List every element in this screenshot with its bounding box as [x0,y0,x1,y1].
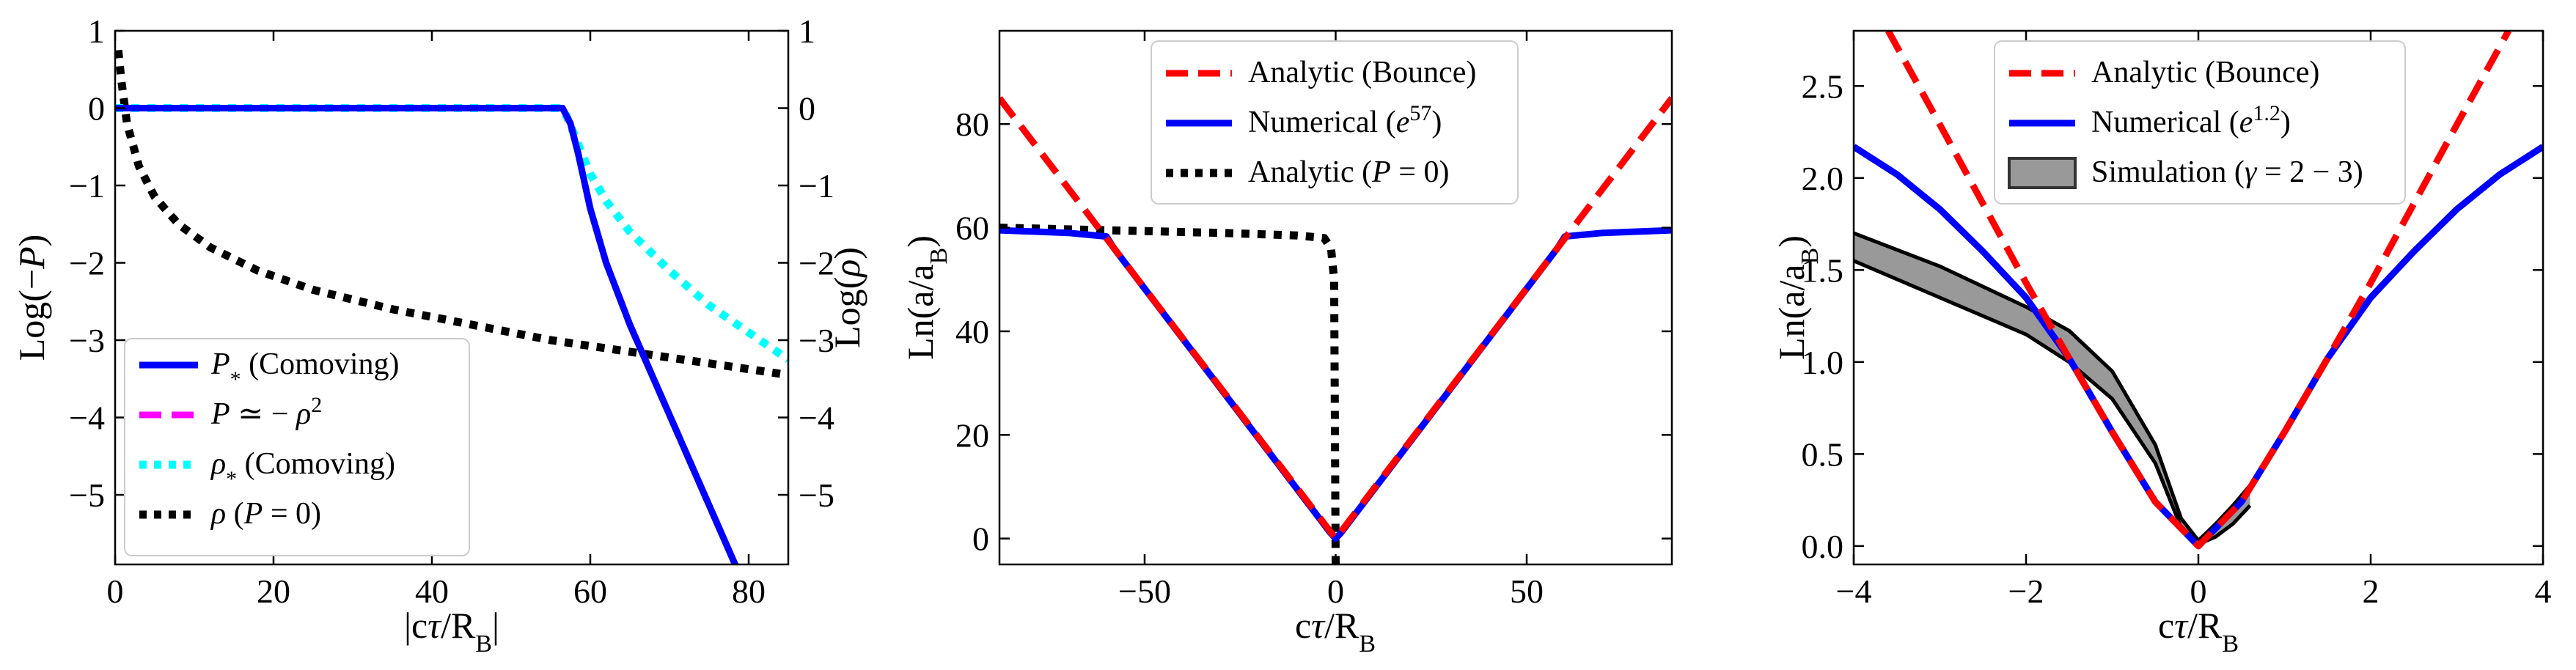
panel-1-right-y-tick-label: −5 [799,476,834,514]
panel-1-right-y-tick-label: −3 [799,322,834,359]
panel-1-right-y-tick-label: −2 [799,245,834,282]
panel-2-series-analytic-p-0 [999,224,1340,564]
svg-text:ρ (P = 0): ρ (P = 0) [210,497,321,531]
panel-1-x-tick-label: 60 [573,573,607,610]
panel-2-legend: Analytic (Bounce) Numerical (e57) Analyt… [1151,40,1519,205]
svg-text:Numerical (e57): Numerical (e57) [1248,101,1442,140]
panel-3-axes: −4 −2 0 2 4 0.0 0.5 1.0 1.5 2.0 2.5 [1802,31,2552,610]
panel-2-y-tick-label: 20 [955,416,989,454]
panel-2-x-tick-label: 0 [1327,573,1344,610]
panel-3-x-tick-label: −4 [1836,573,1872,610]
legend-entry-numerical: Numerical (e1.2) [2009,101,2291,140]
panel-1-x-tick-label: 80 [732,573,766,610]
panel-1-x-tick-label: 20 [257,573,290,610]
panel-2-x-tick-label: −50 [1118,573,1171,610]
panel-2-y-axis-label: Ln(a/aB) [900,235,953,360]
panel-1-frame [114,29,790,566]
panel-3-series [1854,31,2543,550]
panel-3-y-tick-label: 0.0 [1802,528,1844,565]
panel-3-x-axis-label: cτ/RB [2158,605,2239,658]
panel-1-axes: 0 20 40 60 80 1 1 0 0 −1 −1 −2 −2 −3 −3 −4 −4 −5 −5 [69,12,834,610]
panel-3-series-analytic-bounce [1885,31,2511,550]
panel-2-y-tick-label: 40 [955,313,989,350]
panel-3-y-tick-label: 2.5 [1802,67,1844,105]
panel-1-y-tick-label: 0 [88,90,105,128]
legend-entry-analytic-bounce: Analytic (Bounce) [2009,56,2319,89]
panel-1-series-comoving [115,104,788,363]
svg-text:Numerical (e1.2): Numerical (e1.2) [2091,101,2291,140]
panel-3-y-tick-label: 0.5 [1802,435,1844,473]
panel-2-y-tick-label: 0 [972,520,989,558]
panel-3-x-tick-label: 2 [2363,573,2379,610]
panel-3-x-tick-label: 4 [2535,573,2552,610]
panel-scale-factor-zoom: −4 −2 0 2 4 0.0 0.5 1.0 1.5 2.0 2.5 cτ/RB Ln(a/aB)… [1771,29,2552,658]
panel-1-series-p-0 [115,49,788,379]
legend-entry-p-rho-squared: P ≃ − ρ2 [139,393,322,432]
panel-3-series-simulation-2-3-lower-edge [1854,259,2252,547]
panel-1-series-p-comoving [115,105,739,564]
panel-3-series-simulation-2-3 [1854,233,2250,545]
panel-2-series-numerical-e-57 [999,227,1672,542]
panel-2-axes: −50 0 50 0 20 40 60 80 [955,31,1672,610]
panel-1-x-tick-label: 40 [415,573,449,610]
panel-3-y-tick-label: 1.5 [1802,251,1844,289]
svg-text:P ≃ − ρ2: P ≃ − ρ2 [210,393,322,432]
panel-1-y-tick-label: 1 [88,12,105,50]
legend-entry-numerical: Numerical (e57) [1166,101,1442,140]
legend-entry-analytic-p0: Analytic (P = 0) [1166,155,1449,189]
panel-2-x-axis-label: cτ/RB [1295,605,1376,658]
panel-2-x-tick-label: 50 [1510,573,1544,610]
panel-1-right-y-tick-label: 0 [799,90,815,128]
panel-1-y-tick-label: −5 [69,476,105,514]
panel-1-right-y-axis-label: Log(ρ) [826,247,867,348]
panel-1-right-y-tick-label: 1 [799,12,815,50]
svg-text:Analytic (P = 0): Analytic (P = 0) [1248,155,1449,189]
panel-2-y-tick-label: 60 [955,210,989,247]
panel-2-series [999,96,1672,564]
panel-1-y-tick-label: −2 [69,245,105,282]
panel-1-x-tick-label: 0 [107,573,124,610]
panel-3-y-axis-label: Ln(a/aB) [1771,235,1824,360]
panel-1-right-y-tick-label: −4 [799,400,834,437]
legend-entry-rho-p0: ρ (P = 0) [139,497,321,531]
panel-1-y-tick-label: −1 [69,167,105,205]
panel-pressure-density: 0 20 40 60 80 1 1 0 0 −1 −1 −2 −2 −3 −3 −4 −4 −5 −5 |cτ/RB… [11,12,867,658]
panel-3-y-tick-label: 1.0 [1802,344,1844,381]
panel-1-series [115,49,788,564]
panel-1-legend: P* (Comoving) P ≃ − ρ2 ρ* (Comoving) ρ (… [124,338,470,556]
panel-3-series-numerical-e-1-2 [1854,144,2543,550]
panel-3-x-tick-label: 0 [2190,573,2207,610]
panel-1-y-tick-label: −3 [69,322,105,359]
panel-3-y-tick-label: 2.0 [1802,160,1844,197]
panel-3-x-tick-label: −2 [2008,573,2044,610]
panel-2-y-tick-label: 80 [955,106,989,143]
panel-1-y-tick-label: −4 [69,400,105,437]
svg-text:Analytic (Bounce): Analytic (Bounce) [2091,56,2319,89]
panel-3-legend: Analytic (Bounce) Numerical (e1.2) Simul… [1994,40,2406,205]
panel-scale-factor-wide: −50 0 50 0 20 40 60 80 cτ/RB Ln(a/aB) Analytic … [900,29,1673,658]
panel-1-y-axis-label: Log(−P) [11,235,52,361]
svg-text:Analytic (Bounce): Analytic (Bounce) [1248,56,1476,89]
legend-entry-analytic-bounce: Analytic (Bounce) [1166,56,1476,89]
panel-1-right-y-tick-label: −1 [799,167,834,205]
legend-entry-simulation: Simulation (γ = 2 − 3) [2008,155,2363,189]
svg-text:Simulation (γ = 2 − 3): Simulation (γ = 2 − 3) [2091,155,2363,189]
panel-1-x-axis-label: |cτ/RB| [404,605,499,658]
panel-2-series-analytic-bounce [999,96,1672,542]
